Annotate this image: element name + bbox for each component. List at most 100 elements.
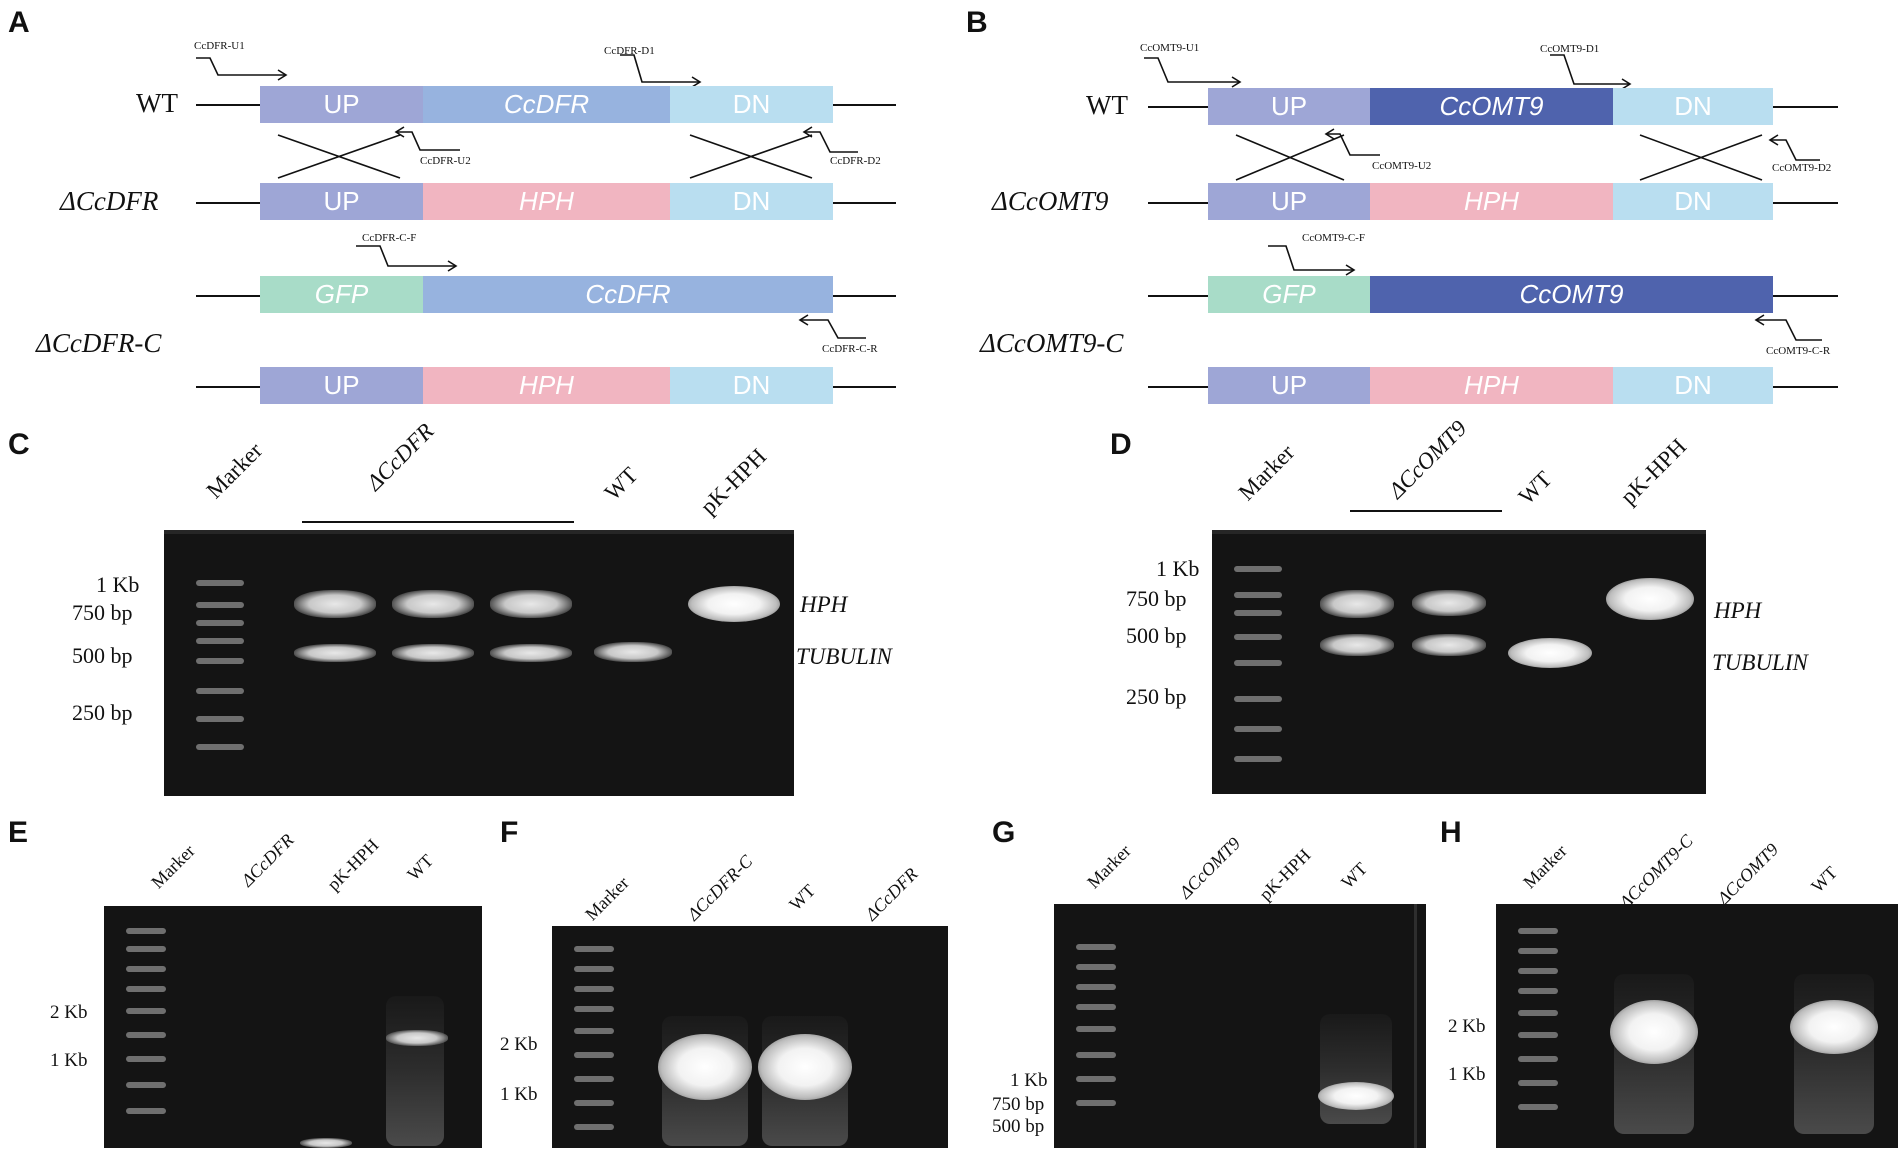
gene-box-ccomt9: CcOMT9	[1370, 276, 1773, 313]
primer-label-d2: CcOMT9-D2	[1772, 162, 1832, 174]
ladder-band	[1518, 988, 1558, 994]
ladder-band	[126, 1056, 166, 1062]
strain-label-ko: ΔCcOMT9	[992, 186, 1109, 216]
gel-well-strip	[1212, 530, 1706, 534]
ladder-band	[1234, 726, 1282, 732]
ladder-band	[1234, 566, 1282, 572]
primer-label-u2: CcOMT9-U2	[1372, 160, 1432, 172]
lane-label-pk-hph: pK-HPH	[695, 443, 772, 520]
hph-box: HPH	[1370, 367, 1613, 404]
size-label: 1 Kb	[1010, 1070, 1048, 1091]
ladder-band	[196, 688, 244, 694]
primer-label-d1: CcOMT9-D1	[1540, 43, 1600, 55]
size-label: 500 bp	[992, 1116, 1045, 1137]
lane-label-pk-hph: pK-HPH	[1615, 433, 1692, 510]
lane-group-bar	[302, 521, 574, 523]
ladder-band	[1234, 660, 1282, 666]
primer-label-cr: CcDFR-C-R	[822, 343, 878, 355]
lane-label-comp: ΔCcOMT9-C	[1615, 830, 1697, 913]
panel-label-f: F	[500, 816, 519, 849]
band-hph	[1320, 590, 1394, 618]
primer-label-cf: CcDFR-C-F	[362, 232, 417, 244]
primer-arrows-a	[196, 54, 866, 339]
ladder-band	[574, 1100, 614, 1106]
ladder-band	[196, 580, 244, 586]
ladder-band	[574, 1028, 614, 1034]
lane-label-ko: ΔCcOMT9	[1175, 833, 1245, 903]
primer-label-cr: CcOMT9-C-R	[1766, 345, 1831, 357]
ladder-band	[1518, 1032, 1558, 1038]
ladder-band	[574, 966, 614, 972]
dn-box: DN	[1613, 88, 1773, 125]
lane-label-pk-hph: pK-HPH	[1255, 844, 1315, 905]
primer-label-d2: CcDFR-D2	[830, 155, 881, 167]
ladder-band	[196, 658, 244, 664]
panel-label-b: B	[966, 6, 988, 39]
primer-label-u1: CcOMT9-U1	[1140, 42, 1200, 54]
ladder-band	[574, 986, 614, 992]
ladder-band	[196, 638, 244, 644]
ladder-band	[1518, 1104, 1558, 1110]
ladder-band	[1076, 1026, 1116, 1032]
dn-box: DN	[670, 183, 833, 220]
panel-label-a: A	[8, 6, 30, 39]
lane-label-ko: ΔCcOMT9	[1713, 839, 1783, 909]
ladder-band	[1234, 610, 1282, 616]
band-label-hph: HPH	[800, 592, 848, 617]
lane-label-marker: Marker	[581, 872, 633, 925]
lane-label-marker: Marker	[1519, 840, 1571, 893]
lane-label-ko: ΔCcDFR	[861, 863, 922, 925]
panel-label-d: D	[1110, 428, 1132, 461]
up-box: UP	[1208, 183, 1370, 220]
ladder-band	[1234, 696, 1282, 702]
ladder-band	[196, 744, 244, 750]
lane-smear	[386, 996, 444, 1146]
size-label: 1 Kb	[500, 1084, 538, 1105]
ladder-band	[126, 1032, 166, 1038]
ladder-band	[1518, 1010, 1558, 1016]
lane-label-wt: WT	[1337, 858, 1372, 893]
band-complement	[1610, 1000, 1698, 1064]
band-tubulin	[1508, 638, 1592, 668]
gel-d	[1212, 530, 1706, 794]
ladder-band	[574, 1052, 614, 1058]
lane-label-wt: WT	[1513, 466, 1557, 510]
size-label: 500 bp	[72, 643, 133, 668]
up-box: UP	[260, 367, 423, 404]
lane-label-wt: WT	[599, 462, 643, 506]
band-tubulin	[1412, 634, 1486, 656]
ladder-band	[126, 1008, 166, 1014]
ladder-band	[574, 1076, 614, 1082]
ladder-band	[196, 620, 244, 626]
primer-label-u1: CcDFR-U1	[194, 40, 245, 52]
band-label-tubulin: TUBULIN	[796, 644, 892, 669]
band-tubulin	[1320, 634, 1394, 656]
gel-g	[1054, 904, 1426, 1148]
ladder-band	[1076, 944, 1116, 950]
ladder-band	[126, 946, 166, 952]
ladder-band	[1234, 592, 1282, 598]
up-box: UP	[1208, 88, 1370, 125]
size-label: 500 bp	[1126, 623, 1187, 648]
ladder-band	[196, 602, 244, 608]
ladder-band	[1234, 756, 1282, 762]
up-box: UP	[260, 86, 423, 123]
ladder-band	[126, 1108, 166, 1114]
band-tubulin	[294, 644, 376, 662]
size-label: 1 Kb	[1448, 1064, 1486, 1085]
size-label: 750 bp	[72, 600, 133, 625]
band-hph	[490, 590, 572, 618]
lane-label-marker: Marker	[1083, 840, 1135, 893]
ladder-band	[1518, 928, 1558, 934]
strain-label-ko: ΔCcDFR	[60, 186, 159, 216]
lane-label-wt: WT	[1807, 862, 1842, 897]
hph-box: HPH	[423, 367, 670, 404]
size-label: 750 bp	[992, 1094, 1045, 1115]
ladder-band	[1234, 634, 1282, 640]
band-faint	[300, 1138, 352, 1148]
band-label-tubulin: TUBULIN	[1712, 650, 1808, 675]
strain-label-wt: WT	[1086, 90, 1128, 120]
ladder-band	[126, 1082, 166, 1088]
primer-arrows-b	[1144, 54, 1822, 341]
panel-label-e: E	[8, 816, 29, 849]
